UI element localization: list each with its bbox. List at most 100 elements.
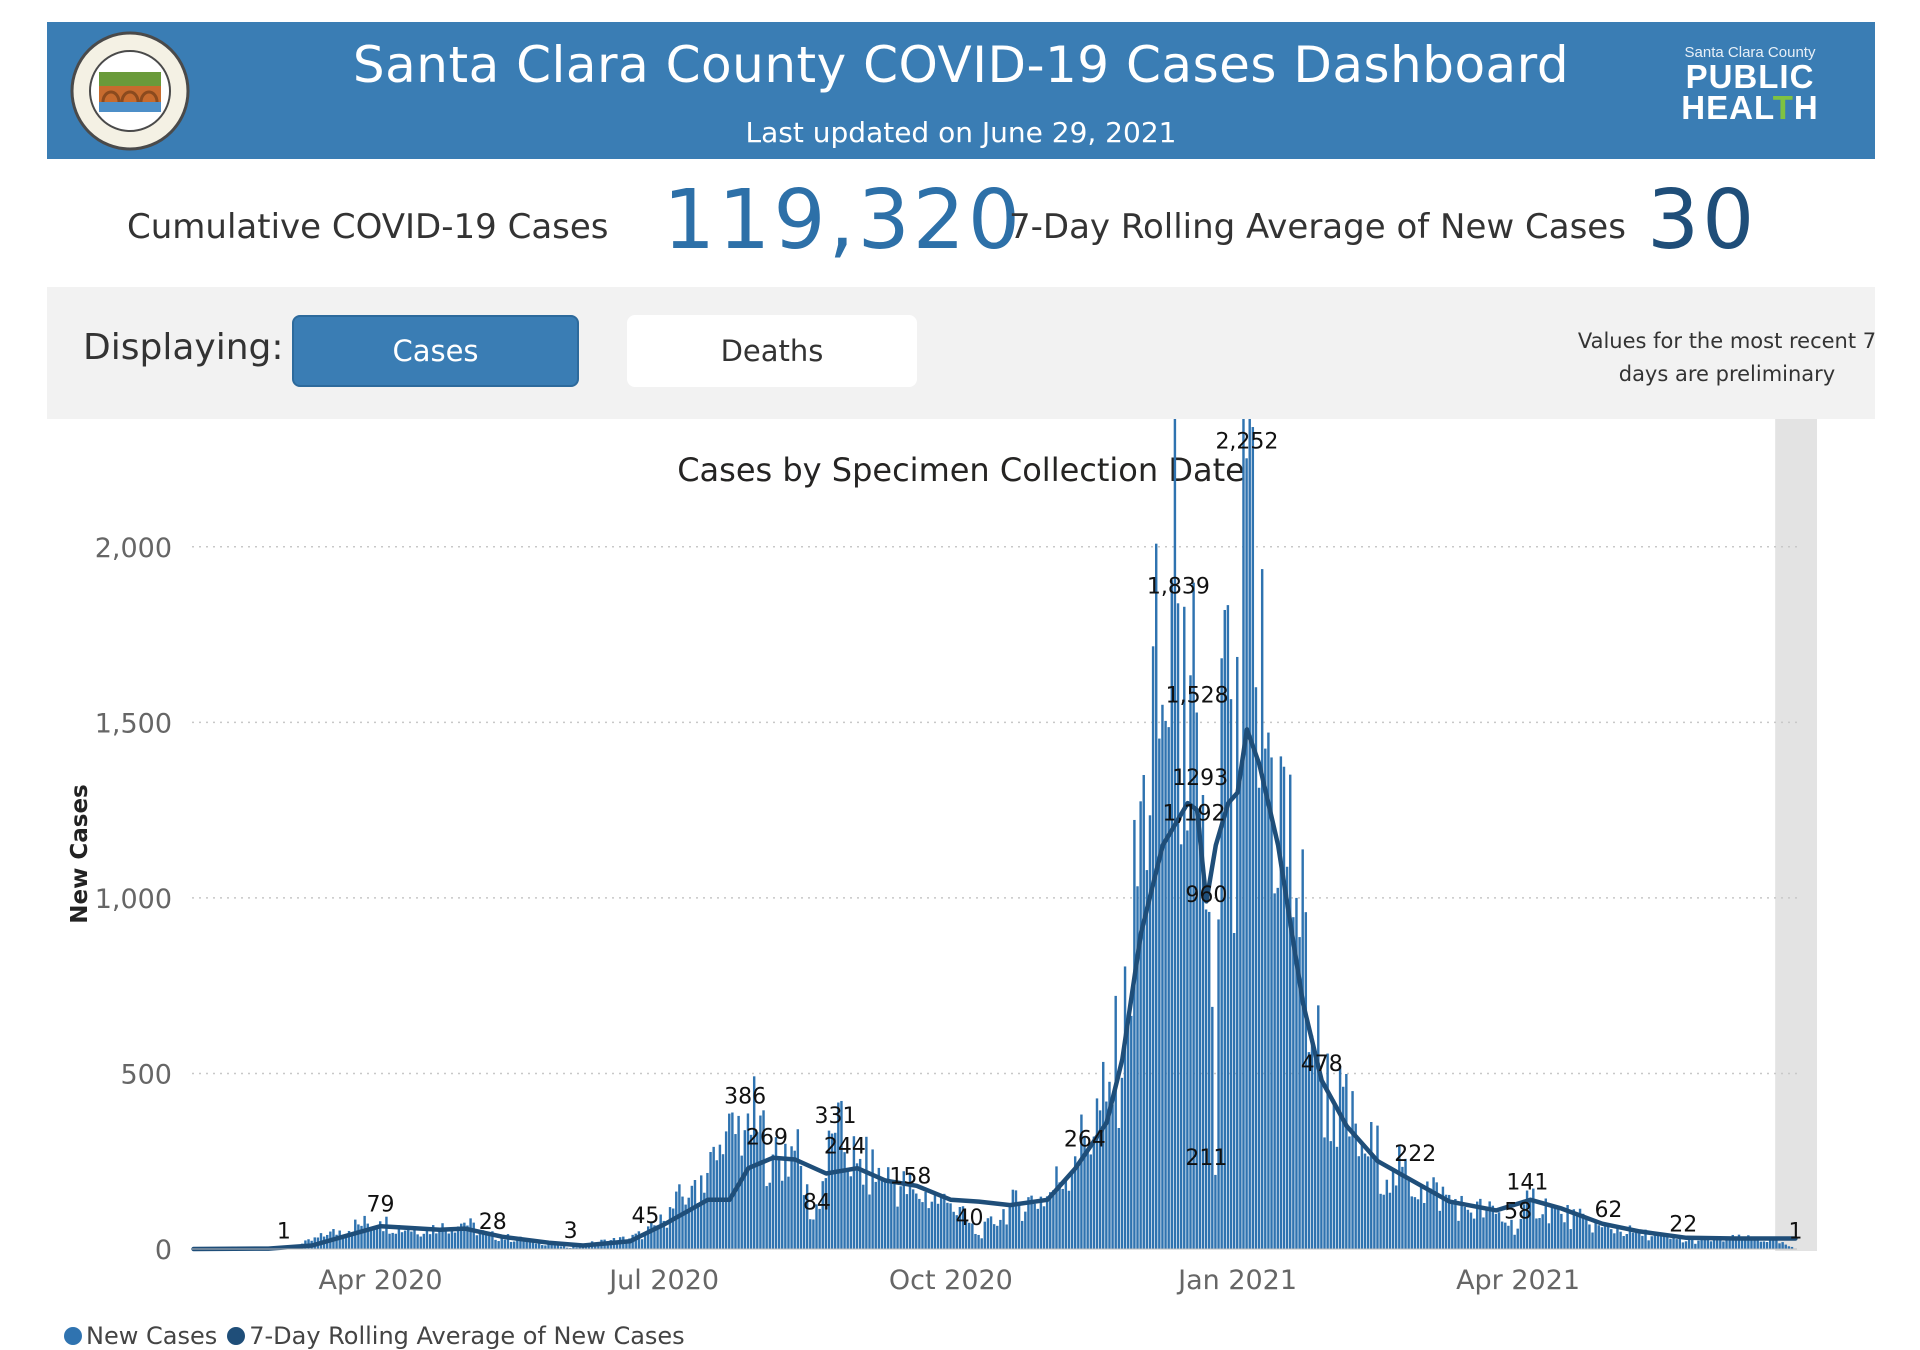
new-cases-bar [940,1194,942,1249]
data-label: 264 [1064,1127,1106,1152]
new-cases-bar [1114,996,1116,1249]
new-cases-bar [1383,1195,1385,1249]
new-cases-bar [448,1234,450,1249]
new-cases-bar [1305,912,1307,1249]
new-cases-bar [1245,458,1247,1249]
new-cases-bar [410,1232,412,1249]
new-cases-bar [984,1222,986,1249]
new-cases-bar [1781,1242,1783,1249]
new-cases-bar [1563,1222,1565,1249]
new-cases-bar [1012,1190,1014,1249]
cases-button[interactable]: Cases [292,315,579,387]
new-cases-bar [1068,1191,1070,1249]
data-label: 45 [631,1204,659,1229]
new-cases-bar [1027,1197,1029,1249]
new-cases-bar [1009,1207,1011,1249]
new-cases-bar [1588,1224,1590,1249]
new-cases-bar [719,1145,721,1249]
new-cases-bar [1308,1052,1310,1249]
new-cases-bar [1062,1189,1064,1249]
new-cases-bar [731,1113,733,1249]
new-cases-bar [843,1152,845,1249]
new-cases-bar [1744,1241,1746,1249]
new-cases-bar [775,1137,777,1249]
new-cases-bar [1420,1186,1422,1249]
new-cases-bar [924,1192,926,1249]
new-cases-bar [1071,1171,1073,1249]
data-label: 62 [1594,1198,1622,1223]
data-label: 331 [815,1104,857,1129]
new-cases-bar [1679,1239,1681,1249]
new-cases-bar [497,1241,499,1249]
new-cases-bar [1121,1078,1123,1249]
new-cases-bar [1697,1241,1699,1249]
new-cases-bar [881,1178,883,1249]
new-cases-bar [382,1231,384,1249]
new-cases-bar [862,1185,864,1249]
new-cases-bar [790,1146,792,1249]
new-cases-bar [1149,815,1151,1249]
new-cases-bar [1616,1229,1618,1249]
new-cases-bar [850,1176,852,1249]
new-cases-bar [1333,1100,1335,1249]
public-health-logo: Santa Clara County PUBLIC HEALTH [1675,44,1825,123]
legend-rolling-avg-dot [227,1327,245,1345]
new-cases-bar [1532,1189,1534,1249]
new-cases-bar [1591,1233,1593,1249]
new-cases-bar [1445,1195,1447,1249]
new-cases-bar [946,1203,948,1249]
data-label: 2,252 [1215,429,1278,454]
displaying-label: Displaying: [83,327,284,368]
new-cases-bar [1233,933,1235,1249]
new-cases-bar [1345,1074,1347,1249]
cases-chart[interactable]: Cases by Specimen Collection Date05001,0… [47,419,1875,1346]
data-label: 244 [824,1134,866,1159]
new-cases-bar [1323,1137,1325,1249]
new-cases-bar [1211,1007,1213,1249]
deaths-button[interactable]: Deaths [627,315,917,387]
new-cases-bar [407,1230,409,1249]
new-cases-bar [1710,1241,1712,1249]
rolling-avg-value: 30 [1647,173,1757,268]
chart-title: Cases by Specimen Collection Date [677,451,1245,489]
new-cases-bar [750,1135,752,1249]
new-cases-bar [1292,917,1294,1249]
new-cases-bar [441,1223,443,1249]
y-tick-label: 500 [120,1059,172,1090]
new-cases-bar [884,1179,886,1249]
new-cases-bar [1370,1122,1372,1249]
new-cases-bar [1354,1124,1356,1249]
new-cases-bar [993,1224,995,1249]
cumulative-label: Cumulative COVID-19 Cases [127,207,609,247]
new-cases-bar [691,1186,693,1249]
y-tick-label: 1,000 [95,884,172,915]
new-cases-bar [1314,1056,1316,1249]
new-cases-bar [1270,757,1272,1249]
new-cases-bar [706,1173,708,1249]
new-cases-bar [1093,1137,1095,1249]
new-cases-bar [812,1220,814,1249]
new-cases-bar [1651,1236,1653,1249]
new-cases-bar [1286,867,1288,1249]
new-cases-bar [772,1155,774,1249]
new-cases-bar [504,1240,506,1249]
new-cases-bar [1143,775,1145,1249]
cumulative-value: 119,320 [663,173,1023,268]
new-cases-bar [376,1229,378,1249]
new-cases-bar [681,1197,683,1249]
new-cases-bar [1214,1175,1216,1249]
new-cases-bar [1473,1219,1475,1249]
new-cases-bar [915,1194,917,1249]
new-cases-bar [429,1234,431,1249]
new-cases-bar [937,1204,939,1249]
new-cases-bar [1261,569,1263,1249]
new-cases-bar [1772,1240,1774,1249]
new-cases-bar [1691,1239,1693,1249]
new-cases-bar [809,1219,811,1249]
new-cases-bar [787,1177,789,1249]
new-cases-bar [357,1224,359,1249]
new-cases-bar [388,1234,390,1249]
new-cases-bar [544,1245,546,1249]
new-cases-bar [1613,1233,1615,1249]
